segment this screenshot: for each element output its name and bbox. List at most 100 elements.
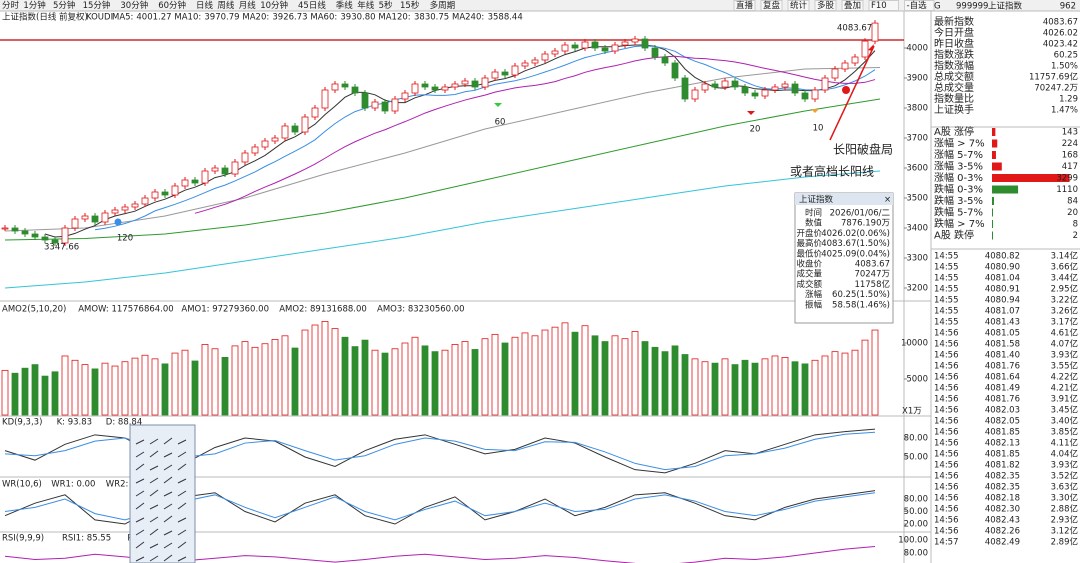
draw-tool[interactable]: [149, 504, 159, 510]
candle: [231, 161, 239, 175]
period-tab[interactable]: 月线: [239, 0, 257, 11]
candle: [501, 71, 509, 76]
toolbar-button[interactable]: -自选: [907, 0, 928, 11]
candle: [411, 83, 419, 94]
draw-tool[interactable]: [163, 530, 173, 536]
draw-tool[interactable]: [135, 541, 145, 549]
period-tab[interactable]: 多周期: [430, 0, 456, 11]
volume-bar: [531, 335, 539, 416]
draw-tool[interactable]: [149, 477, 159, 484]
draw-tool[interactable]: [135, 490, 145, 497]
draw-tool[interactable]: [149, 438, 159, 445]
high-label: 4083.67: [837, 24, 872, 34]
arrow-head: [868, 44, 874, 51]
tick-price: 4082.35: [985, 483, 1020, 493]
draw-tool[interactable]: [163, 476, 173, 484]
candle: [81, 215, 89, 220]
draw-tool[interactable]: [177, 478, 187, 484]
volume-tick-label: 5000: [906, 375, 928, 385]
draw-tool[interactable]: [163, 491, 173, 497]
draw-tool[interactable]: [149, 465, 159, 471]
draw-tool[interactable]: [177, 490, 187, 497]
indicator-header: AMO1: 97279360.00: [181, 305, 269, 315]
volume-bar: [721, 358, 729, 416]
period-tab[interactable]: 30分钟: [120, 0, 148, 11]
draw-tool[interactable]: [163, 464, 173, 471]
candle: [421, 83, 429, 88]
draw-tool[interactable]: [163, 503, 173, 510]
quote-label: 总成交量: [934, 81, 974, 94]
tick-price: 4082.13: [985, 439, 1020, 449]
draw-tool[interactable]: [177, 502, 187, 510]
tick-time: 14:56: [934, 373, 959, 383]
draw-tool[interactable]: [135, 556, 145, 562]
draw-tool[interactable]: [149, 516, 159, 523]
draw-tool[interactable]: [135, 502, 145, 510]
tick-volume: 2.89亿: [1051, 537, 1078, 548]
draw-tool[interactable]: [163, 554, 173, 562]
arrow: [829, 45, 875, 141]
period-tab[interactable]: 10分钟: [260, 0, 288, 11]
period-tab[interactable]: 60分钟: [158, 0, 186, 11]
draw-tool[interactable]: [135, 517, 145, 523]
draw-tool[interactable]: [135, 478, 145, 484]
tick-time: 14:55: [934, 318, 959, 328]
draw-tool[interactable]: [177, 529, 187, 536]
tooltip-close[interactable]: ×: [884, 195, 891, 205]
draw-tool[interactable]: [163, 515, 173, 523]
candle: [471, 80, 479, 88]
period-tab[interactable]: 分时: [2, 0, 20, 11]
toolbar-button[interactable]: 复盘: [763, 0, 781, 11]
period-tab[interactable]: 5分钟: [53, 0, 75, 11]
draw-tool[interactable]: [177, 463, 187, 471]
draw-tool[interactable]: [163, 437, 173, 445]
volume-bar: [441, 349, 449, 416]
draw-tool[interactable]: [163, 452, 173, 458]
period-tab[interactable]: 日线: [196, 0, 214, 11]
toolbar-button[interactable]: 多股: [817, 0, 835, 11]
draw-tool[interactable]: [177, 451, 187, 458]
tick-volume: 3.22亿: [1051, 295, 1078, 306]
toolbar-button[interactable]: 直播: [736, 0, 754, 11]
ma-value: 4001.27: [136, 13, 171, 23]
volume-bar: [811, 359, 819, 416]
volume-bar: [331, 328, 339, 416]
draw-tool[interactable]: [163, 542, 173, 549]
period-tab[interactable]: 季线: [336, 0, 354, 11]
draw-tool[interactable]: [135, 529, 145, 536]
draw-tool[interactable]: [149, 450, 159, 458]
draw-tool[interactable]: [149, 489, 159, 497]
tick-volume: 4.61亿: [1051, 328, 1078, 339]
toolbar-button[interactable]: 叠加: [844, 0, 861, 11]
draw-tool[interactable]: [177, 541, 187, 549]
toolbar-button[interactable]: 统计: [790, 0, 808, 11]
draw-tool[interactable]: [135, 451, 145, 458]
period-tab[interactable]: 45日线: [298, 0, 326, 11]
draw-tool[interactable]: [149, 543, 159, 549]
breadth-label: 涨幅 > 7%: [934, 137, 985, 150]
period-tab[interactable]: 周线: [217, 0, 235, 11]
candle: [31, 233, 39, 238]
candle: [781, 83, 789, 88]
period-tab[interactable]: 1分钟: [23, 0, 45, 11]
tooltip-label: 时间: [805, 208, 822, 219]
draw-tool[interactable]: [177, 556, 187, 562]
toolbar-button[interactable]: F10: [871, 1, 887, 11]
draw-tool[interactable]: [135, 439, 145, 445]
quote-value: 1.29: [1059, 95, 1078, 105]
draw-tool[interactable]: [149, 528, 159, 536]
period-tab[interactable]: 15秒: [400, 0, 420, 11]
period-tab[interactable]: 15分钟: [83, 0, 111, 11]
period-tab[interactable]: 5秒: [379, 0, 393, 11]
draw-tool[interactable]: [177, 517, 187, 523]
tooltip-value: 58.58(1.46%): [832, 300, 890, 310]
draw-tool[interactable]: [177, 439, 187, 445]
draw-tool[interactable]: [149, 555, 159, 562]
tick-volume: 3.14亿: [1051, 251, 1078, 262]
indicator-header: RSI(9,9,9): [2, 534, 44, 544]
volume-bar: [551, 326, 559, 416]
draw-tool[interactable]: [135, 463, 145, 471]
period-tab[interactable]: 年线: [357, 0, 375, 11]
tooltip-label: 开盘价: [796, 228, 822, 239]
volume-bar: [251, 346, 259, 416]
